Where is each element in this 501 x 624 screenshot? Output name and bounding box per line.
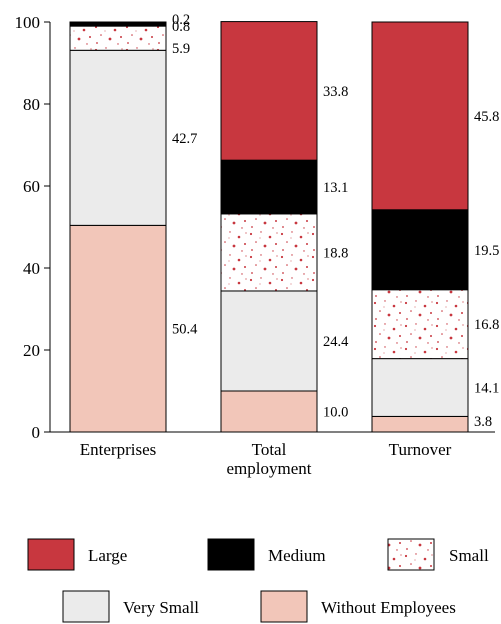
value-label-turnover-large: 45.8 <box>474 109 499 125</box>
value-label-enterprises-very-small: 42.7 <box>172 131 197 147</box>
category-label-enterprises: Enterprises <box>80 440 156 459</box>
y-axis: 0 20 40 60 80 100 <box>15 13 51 442</box>
legend-label-very-small: Very Small <box>123 598 199 617</box>
legend-label-without-employees: Without Employees <box>321 598 456 617</box>
bar-group <box>69 21 469 433</box>
value-label-turnover-without-employees: 3.8 <box>474 414 492 430</box>
bar-segment-turnover-large <box>371 21 469 211</box>
legend-label-medium: Medium <box>268 546 326 565</box>
y-tick-label: 20 <box>23 341 40 360</box>
legend: Large Medium Small Very Small Without Employ… <box>27 538 489 623</box>
value-label-total-employment-large: 33.8 <box>323 84 348 100</box>
value-label-total-employment-without-employees: 10.0 <box>323 405 348 421</box>
legend-swatch-medium <box>207 538 255 571</box>
category-label-turnover: Turnover <box>389 440 452 459</box>
value-label-enterprises-without-employees: 50.4 <box>172 322 198 338</box>
bar-segment-enterprises-very-small <box>69 49 167 226</box>
y-tick-label: 40 <box>23 259 40 278</box>
value-label-turnover-medium: 19.5 <box>474 243 499 259</box>
bar-segment-total-employment-without-employees <box>220 390 318 433</box>
value-label-total-employment-small: 18.8 <box>323 245 348 261</box>
y-tick-label: 100 <box>15 13 41 32</box>
y-tick-label: 60 <box>23 177 40 196</box>
legend-swatch-large <box>27 538 75 571</box>
y-tick-label: 80 <box>23 95 40 114</box>
bar-segment-total-employment-very-small <box>220 290 318 392</box>
legend-item-small: Small <box>387 538 489 571</box>
legend-swatch-very-small <box>62 590 110 623</box>
value-label-total-employment-medium: 13.1 <box>323 180 348 196</box>
legend-swatch-small <box>387 538 435 571</box>
category-label-total-employment-line-1: employment <box>227 459 312 478</box>
bar-segment-total-employment-medium <box>220 159 318 215</box>
legend-item-large: Large <box>27 538 127 571</box>
legend-item-medium: Medium <box>207 538 326 571</box>
y-tick-label: 0 <box>32 423 41 442</box>
legend-label-small: Small <box>449 546 489 565</box>
y-tick-group: 0 20 40 60 80 100 <box>15 13 50 442</box>
legend-swatch-without-employees <box>260 590 308 623</box>
value-label-enterprises-small: 5.9 <box>172 41 190 57</box>
value-label-enterprises-large: 0.2 <box>172 12 190 28</box>
bar-segment-turnover-medium <box>371 209 469 291</box>
value-label-group: 50.4 42.7 5.9 0.80.2 10.0 24.4 18.8 13.1 33.8 3.8… <box>172 12 499 430</box>
category-label-total-employment-line-0: Total <box>252 440 287 459</box>
bar-segment-turnover-very-small <box>371 358 469 417</box>
bar-segment-total-employment-large <box>220 21 318 161</box>
bar-segment-enterprises-without-employees <box>69 224 167 433</box>
legend-item-without-employees: Without Employees <box>260 590 456 623</box>
value-label-turnover-very-small: 14.1 <box>474 381 499 397</box>
value-label-enterprises-medium: 0.8 <box>172 19 190 35</box>
legend-label-large: Large <box>88 546 127 565</box>
legend-item-very-small: Very Small <box>62 590 199 623</box>
bar-segment-turnover-small <box>371 289 469 360</box>
value-label-total-employment-very-small: 24.4 <box>323 334 349 350</box>
bar-segment-total-employment-small <box>220 213 318 292</box>
bar-segment-enterprises-large <box>69 21 167 24</box>
bar-segment-enterprises-small <box>69 25 167 51</box>
value-label-turnover-small: 16.8 <box>474 317 499 333</box>
bar-segment-turnover-without-employees <box>371 415 469 433</box>
